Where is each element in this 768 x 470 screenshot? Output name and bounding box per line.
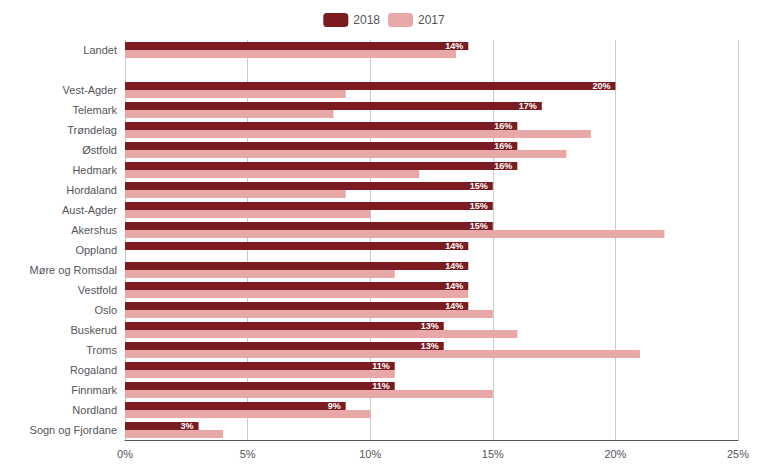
svg-text:Vestfold: Vestfold	[78, 284, 117, 296]
svg-text:10%: 10%	[359, 448, 381, 460]
svg-text:Landet: Landet	[83, 44, 117, 56]
svg-text:Sogn og Fjordane: Sogn og Fjordane	[30, 424, 117, 436]
svg-text:15%: 15%	[470, 201, 488, 211]
svg-text:Nordland: Nordland	[72, 404, 117, 416]
svg-text:0%: 0%	[117, 448, 133, 460]
svg-text:15%: 15%	[470, 221, 488, 231]
svg-text:11%: 11%	[372, 381, 390, 391]
svg-text:20%: 20%	[604, 448, 626, 460]
svg-text:16%: 16%	[494, 161, 512, 171]
svg-text:Møre og Romsdal: Møre og Romsdal	[30, 264, 117, 276]
svg-text:16%: 16%	[494, 141, 512, 151]
svg-text:14%: 14%	[445, 281, 463, 291]
svg-text:14%: 14%	[445, 41, 463, 51]
svg-text:14%: 14%	[445, 261, 463, 271]
svg-text:5%: 5%	[240, 448, 256, 460]
svg-text:17%: 17%	[519, 101, 537, 111]
svg-text:Troms: Troms	[86, 344, 117, 356]
svg-text:Trøndelag: Trøndelag	[67, 124, 117, 136]
svg-text:13%: 13%	[421, 341, 439, 351]
svg-text:16%: 16%	[494, 121, 512, 131]
svg-text:9%: 9%	[328, 401, 341, 411]
svg-text:11%: 11%	[372, 361, 390, 371]
svg-text:Hordaland: Hordaland	[66, 184, 117, 196]
svg-text:15%: 15%	[470, 181, 488, 191]
svg-text:13%: 13%	[421, 321, 439, 331]
svg-text:2017: 2017	[418, 13, 445, 27]
svg-text:Buskerud: Buskerud	[71, 324, 117, 336]
svg-text:14%: 14%	[445, 241, 463, 251]
svg-text:Hedmark: Hedmark	[72, 164, 117, 176]
svg-text:Oslo: Oslo	[94, 304, 117, 316]
svg-text:14%: 14%	[445, 301, 463, 311]
svg-text:25%: 25%	[727, 448, 749, 460]
svg-text:Oppland: Oppland	[75, 244, 117, 256]
svg-text:15%: 15%	[482, 448, 504, 460]
svg-text:20%: 20%	[592, 81, 610, 91]
svg-text:Aust-Agder: Aust-Agder	[62, 204, 117, 216]
svg-text:Telemark: Telemark	[72, 104, 117, 116]
svg-text:Akershus: Akershus	[71, 224, 117, 236]
svg-text:3%: 3%	[181, 421, 194, 431]
svg-text:Østfold: Østfold	[82, 144, 117, 156]
svg-text:2018: 2018	[353, 13, 380, 27]
svg-text:Rogaland: Rogaland	[70, 364, 117, 376]
svg-text:Finnmark: Finnmark	[71, 384, 117, 396]
svg-text:Vest-Agder: Vest-Agder	[63, 84, 118, 96]
